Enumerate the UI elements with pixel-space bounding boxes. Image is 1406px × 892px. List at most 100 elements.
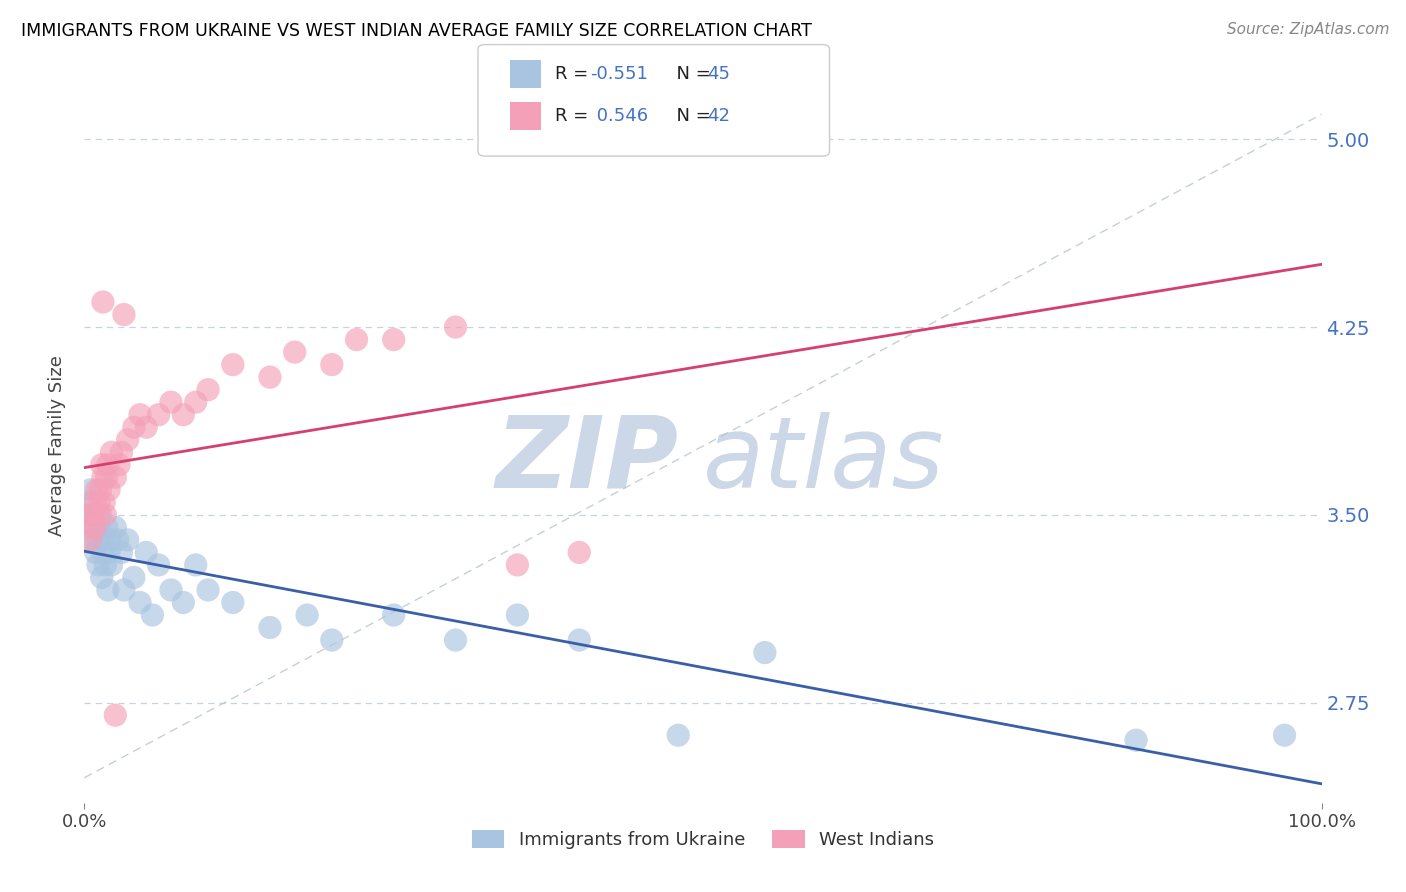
Point (754, 646, 776, 660)
Point (96, 520, 118, 534)
Point (104, 520, 127, 534)
Point (184, 395, 207, 409)
Point (160, 395, 183, 409)
Point (382, 607, 405, 622)
Point (568, 633, 591, 648)
Point (135, 545, 157, 559)
Point (91, 545, 114, 559)
Point (295, 607, 318, 622)
Text: 45: 45 (707, 65, 730, 83)
Point (94, 508, 117, 522)
Point (89, 520, 111, 534)
Point (86, 533, 108, 547)
Point (93, 533, 115, 547)
Point (94, 558, 117, 572)
Point (222, 595, 245, 609)
Point (129, 595, 152, 609)
Point (506, 607, 529, 622)
Text: atlas: atlas (703, 412, 945, 508)
Point (98, 483, 121, 497)
Point (84, 545, 107, 559)
Point (97, 458, 120, 472)
Point (100, 558, 122, 572)
Point (321, 358, 343, 372)
Point (87, 508, 110, 522)
Point (1274, 728, 1296, 742)
Point (91, 295, 114, 310)
Point (259, 370, 281, 384)
Legend: Immigrants from Ukraine, West Indians: Immigrants from Ukraine, West Indians (464, 822, 942, 856)
Point (89, 508, 111, 522)
Point (129, 408, 152, 422)
Point (79, 483, 101, 497)
Point (382, 333, 405, 347)
Point (108, 458, 131, 472)
Point (184, 558, 207, 572)
Point (148, 558, 170, 572)
Text: R =: R = (555, 107, 595, 125)
Point (112, 582, 135, 597)
Point (77, 495, 100, 509)
Text: N =: N = (665, 107, 717, 125)
Point (77, 508, 100, 522)
Text: Source: ZipAtlas.com: Source: ZipAtlas.com (1226, 22, 1389, 37)
Point (87, 558, 110, 572)
Point (172, 595, 194, 609)
Point (284, 345, 307, 359)
Point (82, 508, 104, 522)
Point (96, 470, 118, 484)
Point (90, 458, 112, 472)
Point (321, 633, 343, 648)
Point (89, 495, 111, 509)
Text: IMMIGRANTS FROM UKRAINE VS WEST INDIAN AVERAGE FAMILY SIZE CORRELATION CHART: IMMIGRANTS FROM UKRAINE VS WEST INDIAN A… (21, 22, 813, 40)
Point (83, 495, 105, 509)
Point (83, 520, 105, 534)
Text: R =: R = (555, 65, 595, 83)
Point (93, 495, 115, 509)
Point (444, 320, 467, 334)
Point (141, 607, 163, 622)
Point (80, 533, 103, 547)
Point (104, 470, 127, 484)
Point (110, 445, 132, 459)
Point (107, 533, 129, 547)
Text: 0.546: 0.546 (591, 107, 648, 125)
Point (117, 533, 139, 547)
Point (84, 520, 107, 534)
Point (197, 383, 219, 397)
Point (82, 508, 104, 522)
Point (110, 545, 132, 559)
Point (91, 470, 114, 484)
Point (80, 520, 103, 534)
Point (148, 408, 170, 422)
Point (79, 533, 101, 547)
Point (112, 308, 135, 322)
Text: N =: N = (665, 65, 717, 83)
Point (100, 445, 122, 459)
Text: ZIP: ZIP (495, 412, 678, 508)
Point (666, 728, 689, 742)
Point (197, 582, 219, 597)
Point (97, 582, 120, 597)
Point (160, 582, 183, 597)
Point (259, 621, 281, 635)
Point (135, 420, 157, 434)
Text: 42: 42 (707, 107, 730, 125)
Point (346, 333, 368, 347)
Text: -0.551: -0.551 (591, 65, 648, 83)
Point (1125, 733, 1147, 747)
Point (506, 558, 529, 572)
Point (117, 433, 139, 447)
Point (98, 533, 121, 547)
Point (222, 358, 245, 372)
Point (89, 483, 111, 497)
Point (568, 545, 591, 559)
Point (98, 545, 121, 559)
Y-axis label: Average Family Size: Average Family Size (48, 356, 66, 536)
Point (90, 570, 112, 584)
Point (172, 408, 194, 422)
Point (104, 708, 127, 723)
Point (86, 483, 108, 497)
Point (444, 633, 467, 648)
Point (122, 570, 145, 584)
